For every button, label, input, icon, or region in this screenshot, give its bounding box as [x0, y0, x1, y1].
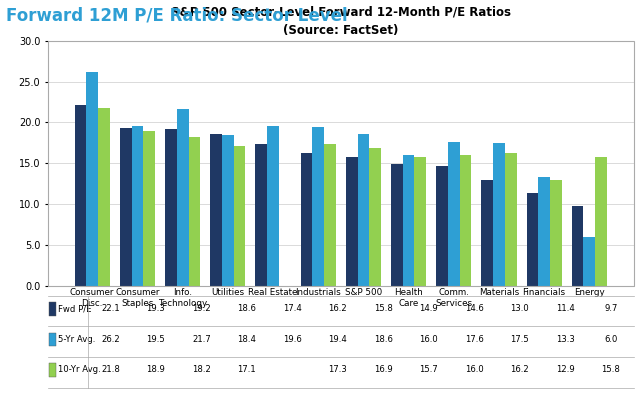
Bar [267, 126, 279, 286]
Bar [86, 72, 98, 286]
Text: 17.4: 17.4 [283, 304, 302, 313]
Text: 16.2: 16.2 [511, 365, 529, 375]
Text: 19.4: 19.4 [328, 335, 348, 344]
Text: 11.4: 11.4 [556, 304, 575, 313]
Text: 19.6: 19.6 [283, 335, 302, 344]
Bar [132, 126, 143, 286]
Bar [324, 144, 336, 286]
Bar [210, 134, 222, 286]
Text: 15.8: 15.8 [374, 304, 393, 313]
Text: 18.4: 18.4 [237, 335, 257, 344]
Text: 17.3: 17.3 [328, 365, 348, 375]
Bar [312, 127, 324, 286]
Text: 17.6: 17.6 [465, 335, 484, 344]
Bar [120, 128, 132, 286]
Bar [527, 193, 538, 286]
Text: 16.9: 16.9 [374, 365, 393, 375]
Bar [403, 155, 415, 286]
Bar [448, 142, 460, 286]
Text: Fwd P/E: Fwd P/E [58, 304, 92, 313]
Bar [143, 131, 155, 286]
Bar [505, 153, 516, 286]
Text: 13.0: 13.0 [511, 304, 529, 313]
Text: 17.1: 17.1 [237, 365, 256, 375]
Text: 16.2: 16.2 [328, 304, 348, 313]
Bar [391, 164, 403, 286]
Text: 9.7: 9.7 [604, 304, 618, 313]
Text: 18.9: 18.9 [147, 365, 165, 375]
Text: 22.1: 22.1 [101, 304, 120, 313]
Bar [255, 144, 267, 286]
Bar [415, 157, 426, 286]
Text: 18.2: 18.2 [192, 365, 211, 375]
Bar [538, 177, 550, 286]
Title: S&P 500 Sector-Level Forward 12-Month P/E Ratios
(Source: FactSet): S&P 500 Sector-Level Forward 12-Month P/… [171, 6, 511, 37]
Text: Forward 12M P/E Ratio: Sector Level: Forward 12M P/E Ratio: Sector Level [6, 6, 348, 24]
Bar [301, 153, 312, 286]
Bar [460, 155, 472, 286]
Bar [584, 237, 595, 286]
Text: 14.9: 14.9 [419, 304, 438, 313]
Text: 19.5: 19.5 [147, 335, 165, 344]
Bar [595, 157, 607, 286]
Bar [222, 135, 234, 286]
Text: 19.2: 19.2 [192, 304, 211, 313]
Bar [493, 143, 505, 286]
Text: 17.5: 17.5 [511, 335, 529, 344]
Text: 21.8: 21.8 [101, 365, 120, 375]
Bar [75, 105, 86, 286]
Bar [177, 109, 189, 286]
Bar [550, 180, 562, 286]
Text: 16.0: 16.0 [419, 335, 438, 344]
Bar [481, 180, 493, 286]
Text: 15.8: 15.8 [602, 365, 620, 375]
Text: 18.6: 18.6 [374, 335, 393, 344]
Text: 13.3: 13.3 [556, 335, 575, 344]
Text: 18.6: 18.6 [237, 304, 257, 313]
Bar [572, 206, 584, 286]
Bar [234, 146, 246, 286]
Text: 6.0: 6.0 [604, 335, 618, 344]
Text: 21.7: 21.7 [192, 335, 211, 344]
Text: 5-Yr Avg.: 5-Yr Avg. [58, 335, 95, 344]
Bar [369, 148, 381, 286]
Text: 15.7: 15.7 [419, 365, 438, 375]
Bar [436, 166, 448, 286]
Bar [189, 137, 200, 286]
Text: 14.6: 14.6 [465, 304, 484, 313]
Text: 12.9: 12.9 [556, 365, 575, 375]
Bar [358, 134, 369, 286]
Text: 19.3: 19.3 [147, 304, 165, 313]
Text: 10-Yr Avg.: 10-Yr Avg. [58, 365, 101, 375]
Text: 16.0: 16.0 [465, 365, 484, 375]
Bar [346, 157, 358, 286]
Text: 26.2: 26.2 [101, 335, 120, 344]
Bar [98, 108, 110, 286]
Bar [165, 129, 177, 286]
